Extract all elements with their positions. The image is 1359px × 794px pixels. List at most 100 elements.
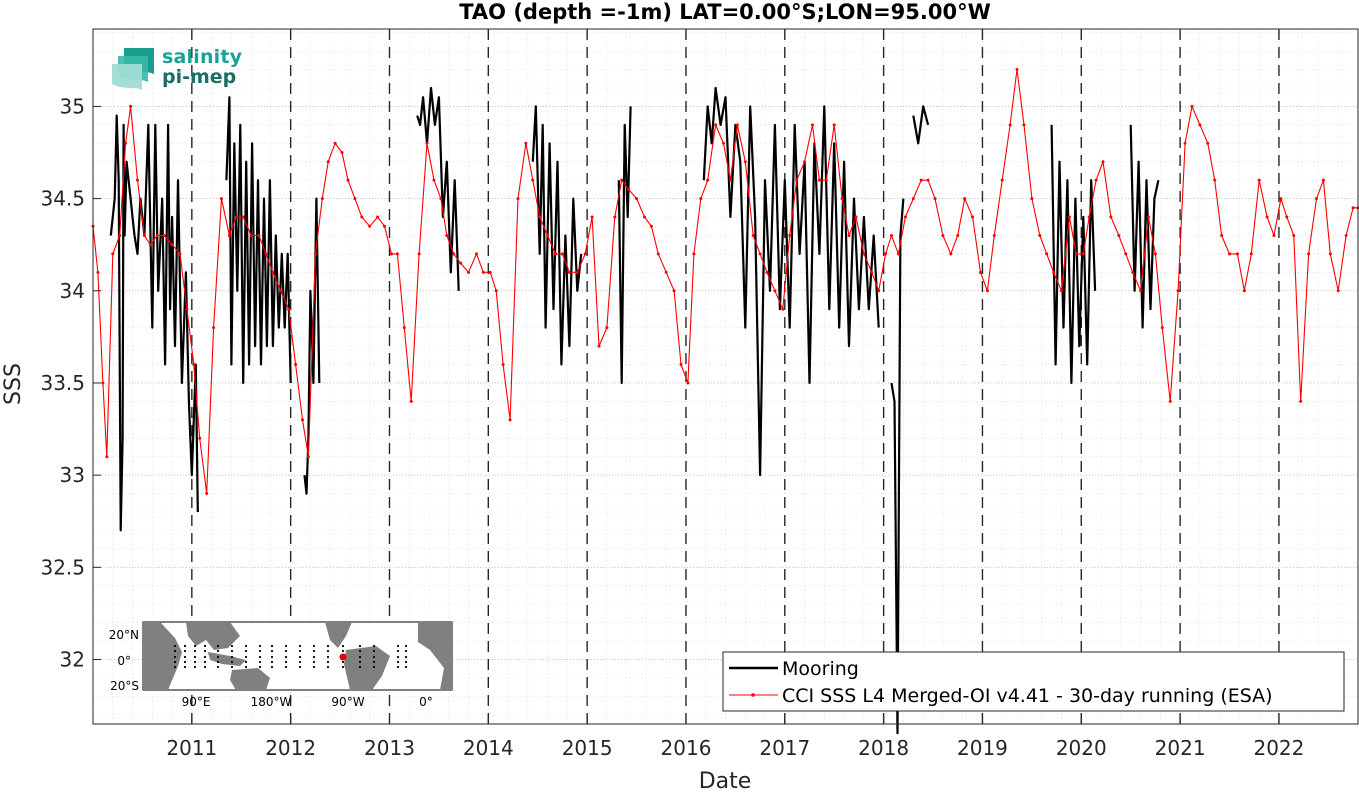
mooring-series-segment: [619, 106, 631, 383]
cci-series-point: [360, 216, 363, 219]
cci-series-point: [1213, 179, 1216, 182]
y-tick-label: 33.5: [40, 371, 85, 395]
cci-series-point: [1088, 216, 1091, 219]
inset-mooring-dot: [174, 656, 176, 658]
cci-series-point: [971, 216, 974, 219]
cci-series-point: [198, 437, 201, 440]
inset-mooring-dot: [204, 666, 206, 668]
inset-mooring-dot: [299, 666, 301, 668]
cci-series-point: [576, 271, 579, 274]
inset-mooring-dot: [231, 656, 233, 658]
cci-series-point: [212, 326, 215, 329]
cci-series-point: [956, 234, 959, 237]
inset-mooring-dot: [405, 666, 407, 668]
cci-series-point: [788, 234, 791, 237]
inset-mooring-dot: [194, 666, 196, 668]
inset-mooring-dot: [259, 650, 261, 652]
cci-series-point: [489, 271, 492, 274]
inset-mooring-dot: [285, 645, 287, 647]
x-tick-label: 2019: [957, 736, 1008, 760]
cci-series-point: [680, 363, 683, 366]
cci-series-point: [1243, 289, 1246, 292]
cci-series-point: [1258, 179, 1261, 182]
inset-mooring-dot: [285, 650, 287, 652]
cci-series-point: [271, 271, 274, 274]
cci-series-point: [1272, 234, 1275, 237]
cci-series-point: [294, 363, 297, 366]
cci-series-point: [1001, 179, 1004, 182]
cci-series-point: [1228, 252, 1231, 255]
cci-series-point: [1131, 271, 1134, 274]
x-tick-label: 2012: [265, 736, 316, 760]
inset-mooring-dot: [271, 661, 273, 663]
cci-series-point: [561, 252, 564, 255]
cci-series-point: [1337, 289, 1340, 292]
cci-series-point: [96, 271, 99, 274]
y-tick-label: 34: [60, 279, 85, 303]
cci-series-point: [699, 197, 702, 200]
inset-mooring-dot: [299, 661, 301, 663]
logo-wave-icon: [110, 44, 158, 92]
cci-series-point: [250, 234, 253, 237]
cci-series-point: [884, 252, 887, 255]
inset-mooring-dot: [342, 645, 344, 647]
cci-series-point: [825, 179, 828, 182]
cci-series-point: [904, 216, 907, 219]
cci-series-point: [773, 289, 776, 292]
inset-mooring-dot: [397, 666, 399, 668]
inset-mooring-dot: [245, 666, 247, 668]
cci-series-point: [795, 179, 798, 182]
x-tick-label: 2016: [661, 736, 712, 760]
inset-mooring-dot: [174, 650, 176, 652]
inset-mooring-dot: [271, 666, 273, 668]
cci-series-point: [426, 142, 429, 145]
inset-x-label-180w: 180°W: [251, 695, 292, 709]
inset-mooring-dot: [194, 656, 196, 658]
inset-y-label-south: 20°S: [110, 679, 139, 693]
cci-series-point: [1102, 160, 1105, 163]
inset-y-label-north: 20°N: [109, 628, 139, 642]
cci-series-point: [376, 216, 379, 219]
inset-mooring-dot: [245, 661, 247, 663]
cci-series-point: [1220, 234, 1223, 237]
cci-series-point: [136, 179, 139, 182]
cci-series-point: [531, 179, 534, 182]
inset-mooring-dot: [204, 650, 206, 652]
cci-series-point: [185, 308, 188, 311]
cci-series-point: [736, 123, 739, 126]
cci-series-point: [673, 289, 676, 292]
cci-series-point: [228, 234, 231, 237]
inset-mooring-dot: [174, 666, 176, 668]
inset-mooring-dot: [373, 656, 375, 658]
inset-mooring-dot: [285, 666, 287, 668]
cci-series-point: [124, 142, 127, 145]
y-tick-label: 35: [60, 94, 85, 118]
grid-layer: [93, 29, 1358, 724]
inset-mooring-dot: [217, 650, 219, 652]
x-tick-label: 2011: [166, 736, 217, 760]
inset-mooring-dot: [397, 661, 399, 663]
cci-series-point: [1060, 289, 1063, 292]
inset-mooring-dot: [231, 661, 233, 663]
cci-series-point: [1250, 252, 1253, 255]
x-tick-label: 2015: [562, 736, 613, 760]
cci-series-point: [584, 252, 587, 255]
inset-mooring-dot: [194, 650, 196, 652]
cci-series-point: [706, 179, 709, 182]
inset-mooring-dot: [327, 666, 329, 668]
cci-series-point: [650, 225, 653, 228]
logo-text-pimep: pi-mep: [162, 66, 236, 88]
mooring-series-segment: [704, 88, 879, 475]
cci-series-point: [192, 363, 195, 366]
inset-mooring-dot: [204, 656, 206, 658]
cci-series-point: [432, 179, 435, 182]
cci-series-point: [927, 179, 930, 182]
inset-mooring-dot: [231, 645, 233, 647]
cci-series-point: [1022, 123, 1025, 126]
cci-series-point: [1052, 271, 1055, 274]
cci-series-point: [1147, 216, 1150, 219]
cci-series-point: [1075, 252, 1078, 255]
cci-series-point: [1307, 252, 1310, 255]
cci-series-point: [686, 381, 689, 384]
cci-series-point: [1030, 197, 1033, 200]
